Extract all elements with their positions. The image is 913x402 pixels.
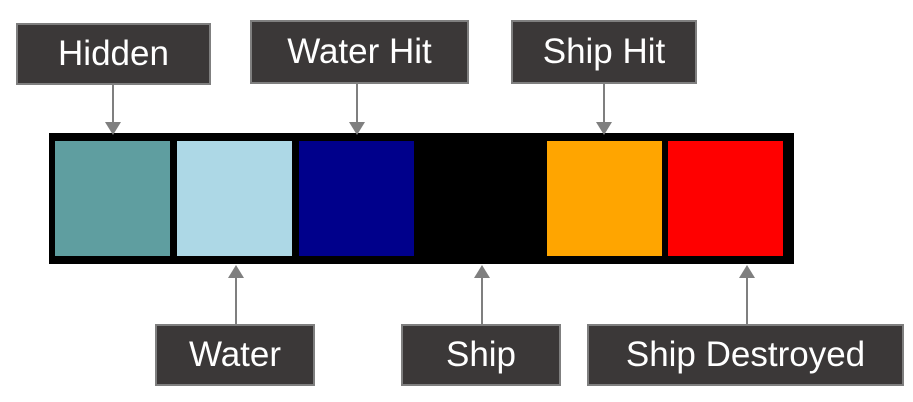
hidden-label: Hidden	[16, 23, 211, 85]
water-label: Water	[155, 324, 315, 386]
cell-ship	[422, 141, 537, 256]
cell-ship-destroyed	[668, 141, 783, 256]
color-legend-strip	[49, 133, 794, 264]
water-hit-arrow	[349, 84, 365, 135]
hidden-arrow	[105, 85, 121, 135]
water-arrow	[228, 265, 244, 324]
cell-water-hit	[299, 141, 414, 256]
cell-hidden	[55, 141, 170, 256]
ship-destroyed-arrow	[739, 265, 755, 324]
ship-destroyed-label: Ship Destroyed	[587, 324, 904, 386]
cell-ship-hit	[547, 141, 662, 256]
ship-label: Ship	[401, 324, 561, 386]
water-hit-label: Water Hit	[250, 20, 469, 84]
cell-water	[177, 141, 292, 256]
ship-hit-label: Ship Hit	[511, 20, 697, 84]
ship-hit-arrow	[596, 84, 612, 135]
ship-arrow	[474, 265, 490, 324]
